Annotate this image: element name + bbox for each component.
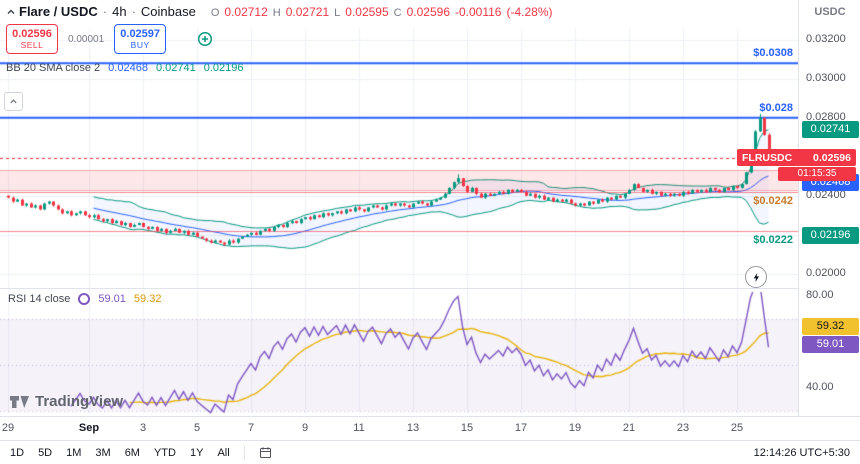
- time-tick-label: 5: [193, 422, 201, 434]
- price-axis[interactable]: USDC 0.03200 0.03000 0.02800 0.02400 0.02000…: [798, 0, 860, 416]
- last-price-badge: FLRUSDC 0.02596 01:15:35: [737, 149, 856, 182]
- bb-indicator-label[interactable]: BB 20 SMA close 2: [6, 62, 101, 74]
- time-tick-label: Sep: [78, 422, 100, 434]
- pane-separator[interactable]: [0, 288, 860, 289]
- time-tick-label: 17: [514, 422, 528, 434]
- range-button-1d[interactable]: 1D: [10, 446, 25, 459]
- order-panel-toggle-icon[interactable]: [197, 31, 213, 47]
- time-tick-label: 21: [622, 422, 636, 434]
- bb-upper-badge: 0.02741: [802, 120, 859, 138]
- lightning-icon: [753, 272, 759, 282]
- range-button-3m[interactable]: 3M: [95, 446, 111, 459]
- time-tick-label: 25: [730, 422, 744, 434]
- badge-price: 0.02596: [813, 151, 851, 164]
- clock-label[interactable]: 12:14:26 UTC+5:30: [753, 446, 850, 459]
- buy-button[interactable]: 0.02597 BUY: [114, 24, 167, 54]
- time-tick-label: 3: [139, 422, 147, 434]
- tradingview-logo-text: TradingView: [35, 393, 124, 410]
- tradingview-logo-icon: [10, 395, 29, 408]
- trade-widget: 0.02596 SELL 0.00001 0.02597 BUY: [6, 24, 553, 54]
- bb-lower-badge: 0.02196: [802, 227, 859, 245]
- range-button-ytd[interactable]: YTD: [153, 446, 176, 459]
- go-to-date-icon[interactable]: [259, 446, 272, 459]
- chart-canvas[interactable]: [0, 0, 798, 416]
- price-tick: 0.02400: [806, 188, 846, 201]
- legend-collapse-icon[interactable]: [6, 7, 16, 17]
- pane-collapse-button[interactable]: [4, 92, 23, 111]
- range-button-5d[interactable]: 5D: [38, 446, 53, 459]
- change-percent: (-4.28%): [506, 4, 553, 19]
- time-tick-label: 7: [247, 422, 255, 434]
- rsi-value: 59.01: [98, 293, 126, 305]
- high-value: 0.02721: [285, 4, 330, 19]
- exchange-label: Coinbase: [140, 4, 196, 19]
- badge-symbol: FLRUSDC: [742, 151, 793, 164]
- rsi-tick: 40.00: [806, 381, 834, 393]
- bb-indicator-row[interactable]: BB 20 SMA close 2 0.02468 0.02741 0.0219…: [6, 62, 553, 74]
- tradingview-logo[interactable]: TradingView: [10, 393, 123, 410]
- time-tick-label: 11: [353, 422, 365, 434]
- quick-trade-button[interactable]: [745, 266, 767, 288]
- close-label: C: [393, 6, 402, 19]
- rsi-tick: 80.00: [806, 289, 834, 301]
- last-price-badge-row: FLRUSDC 0.02596: [737, 149, 856, 167]
- time-tick-label: 29: [1, 422, 15, 434]
- open-label: O: [210, 6, 220, 19]
- open-value: 0.02712: [224, 4, 268, 19]
- close-value: 0.02596: [406, 4, 450, 19]
- high-label: H: [272, 6, 281, 19]
- range-button-1y[interactable]: 1Y: [189, 446, 204, 459]
- separator-dot: ·: [102, 4, 108, 19]
- price-line-label[interactable]: $0.0242: [753, 194, 793, 207]
- low-value: 0.02595: [345, 4, 389, 19]
- price-tick: 0.03200: [806, 32, 846, 45]
- time-tick-label: 13: [406, 422, 420, 434]
- time-tick-label: 15: [460, 422, 474, 434]
- sell-price: 0.02596: [12, 28, 52, 40]
- sell-label: SELL: [20, 40, 44, 50]
- bb-lower-value: 0.02196: [203, 62, 244, 74]
- range-button-all[interactable]: All: [217, 446, 230, 459]
- spread-value: 0.00001: [68, 33, 105, 45]
- low-label: L: [334, 6, 341, 19]
- price-line-label[interactable]: $0.028: [759, 101, 793, 114]
- chart-legend: Flare / USDC · 4h · Coinbase O 0.02712 H…: [6, 4, 553, 74]
- bottom-toolbar: 1D 5D 1M 3M 6M YTD 1Y All 12:14:26 UTC+5:30: [0, 440, 860, 464]
- bb-basis-value: 0.02468: [108, 62, 148, 74]
- time-axis[interactable]: 29 Sep 3 5 7 9 11 13 15 17 19 21 23 25: [0, 416, 860, 441]
- price-tick: 0.03000: [806, 71, 846, 84]
- symbol-row: Flare / USDC · 4h · Coinbase O 0.02712 H…: [6, 4, 553, 19]
- price-line-label[interactable]: $0.0222: [753, 233, 793, 246]
- bb-upper-value: 0.02741: [155, 62, 196, 74]
- rsi-marker-icon: [78, 293, 91, 305]
- separator-dot: ·: [131, 4, 136, 19]
- price-line-label[interactable]: $0.0308: [753, 47, 793, 60]
- symbol-title[interactable]: Flare / USDC: [19, 4, 98, 19]
- rsi-ma-badge: 59.32: [802, 317, 859, 335]
- toolbar-divider: [243, 445, 245, 460]
- ohlc-values: O 0.02712 H 0.02721 L 0.02595 C 0.02596 …: [211, 5, 553, 19]
- rsi-value-badge: 59.01: [802, 336, 859, 354]
- buy-label: BUY: [130, 40, 150, 50]
- time-tick-label: 9: [301, 422, 309, 434]
- rsi-indicator-label[interactable]: RSI 14 close: [8, 293, 71, 305]
- interval-label[interactable]: 4h: [112, 4, 127, 19]
- buy-price: 0.02597: [120, 28, 161, 40]
- time-tick-label: 19: [568, 422, 582, 434]
- sell-button[interactable]: 0.02596 SELL: [6, 24, 58, 54]
- time-tick-label: 23: [676, 422, 690, 434]
- bar-countdown: 01:15:35: [778, 167, 856, 182]
- range-button-6m[interactable]: 6M: [124, 446, 140, 459]
- range-button-1m[interactable]: 1M: [66, 446, 82, 459]
- rsi-indicator-row[interactable]: RSI 14 close 59.01 59.32: [8, 293, 161, 305]
- rsi-ma-value: 59.32: [133, 293, 162, 305]
- change-value: -0.00116: [455, 4, 502, 19]
- price-tick: 0.02000: [806, 266, 846, 279]
- price-tick: 0.02800: [806, 110, 846, 123]
- axis-currency-label: USDC: [814, 6, 846, 18]
